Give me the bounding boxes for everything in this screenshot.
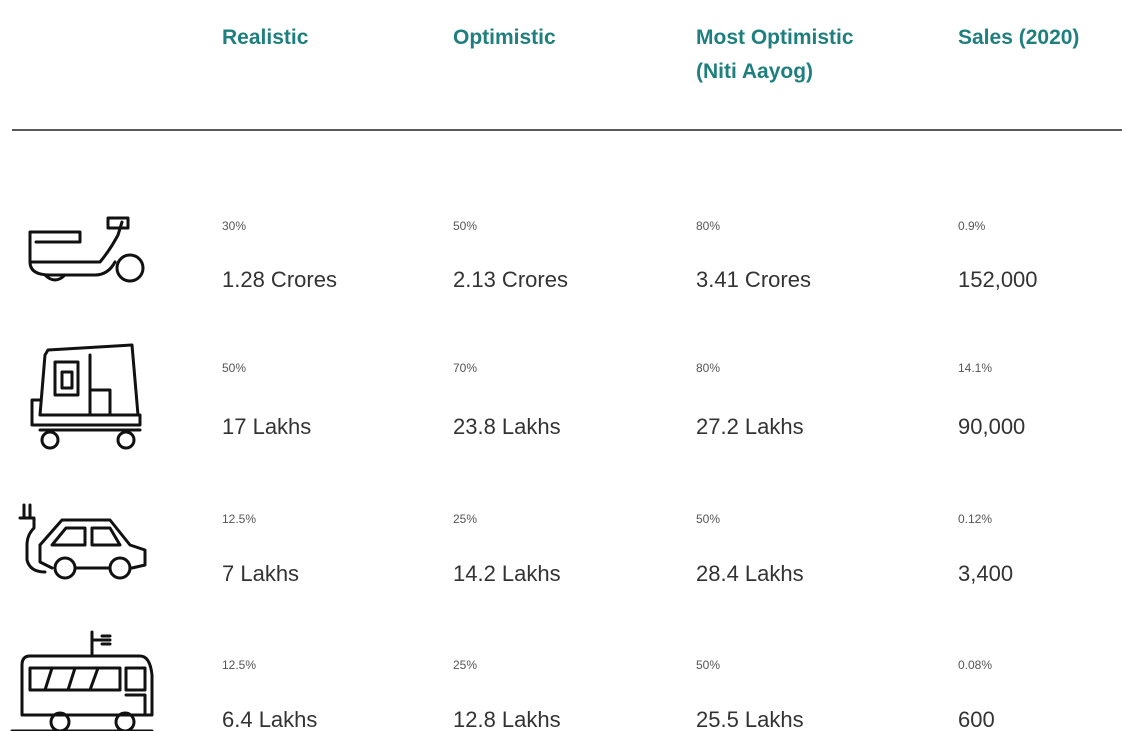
share-label: 14.1% bbox=[958, 361, 992, 375]
value-label: 152,000 bbox=[958, 267, 1038, 292]
share-label: 25% bbox=[453, 512, 477, 526]
value-label: 3,400 bbox=[958, 561, 1013, 586]
column-header: Realistic bbox=[222, 26, 309, 49]
value-label: 90,000 bbox=[958, 414, 1025, 439]
column-header: Sales (2020) bbox=[958, 26, 1079, 49]
column-header: (Niti Aayog) bbox=[696, 60, 813, 83]
value-label: 14.2 Lakhs bbox=[453, 561, 561, 586]
car-icon bbox=[18, 503, 147, 580]
scooter-icon bbox=[28, 216, 145, 283]
bus-icon bbox=[10, 630, 154, 731]
value-label: 28.4 Lakhs bbox=[696, 561, 804, 586]
value-label: 7 Lakhs bbox=[222, 561, 299, 586]
value-label: 12.8 Lakhs bbox=[453, 707, 561, 731]
share-label: 50% bbox=[696, 512, 720, 526]
share-label: 25% bbox=[453, 658, 477, 672]
value-label: 2.13 Crores bbox=[453, 267, 568, 292]
share-label: 0.08% bbox=[958, 658, 992, 672]
value-label: 1.28 Crores bbox=[222, 267, 337, 292]
share-label: 0.12% bbox=[958, 512, 992, 526]
column-header: Most Optimistic bbox=[696, 26, 854, 49]
share-label: 50% bbox=[453, 219, 477, 233]
share-label: 0.9% bbox=[958, 219, 986, 233]
value-label: 27.2 Lakhs bbox=[696, 414, 804, 439]
value-label: 23.8 Lakhs bbox=[453, 414, 561, 439]
share-label: 50% bbox=[696, 658, 720, 672]
share-label: 12.5% bbox=[222, 658, 256, 672]
value-label: 6.4 Lakhs bbox=[222, 707, 317, 731]
value-label: 600 bbox=[958, 707, 995, 731]
share-label: 30% bbox=[222, 219, 246, 233]
value-label: 3.41 Crores bbox=[696, 267, 811, 292]
value-label: 17 Lakhs bbox=[222, 414, 311, 439]
value-label: 25.5 Lakhs bbox=[696, 707, 804, 731]
column-header: Optimistic bbox=[453, 26, 556, 49]
share-label: 80% bbox=[696, 361, 720, 375]
share-label: 80% bbox=[696, 219, 720, 233]
share-label: 12.5% bbox=[222, 512, 256, 526]
rickshaw-icon bbox=[30, 343, 142, 450]
share-label: 70% bbox=[453, 361, 477, 375]
share-label: 50% bbox=[222, 361, 246, 375]
